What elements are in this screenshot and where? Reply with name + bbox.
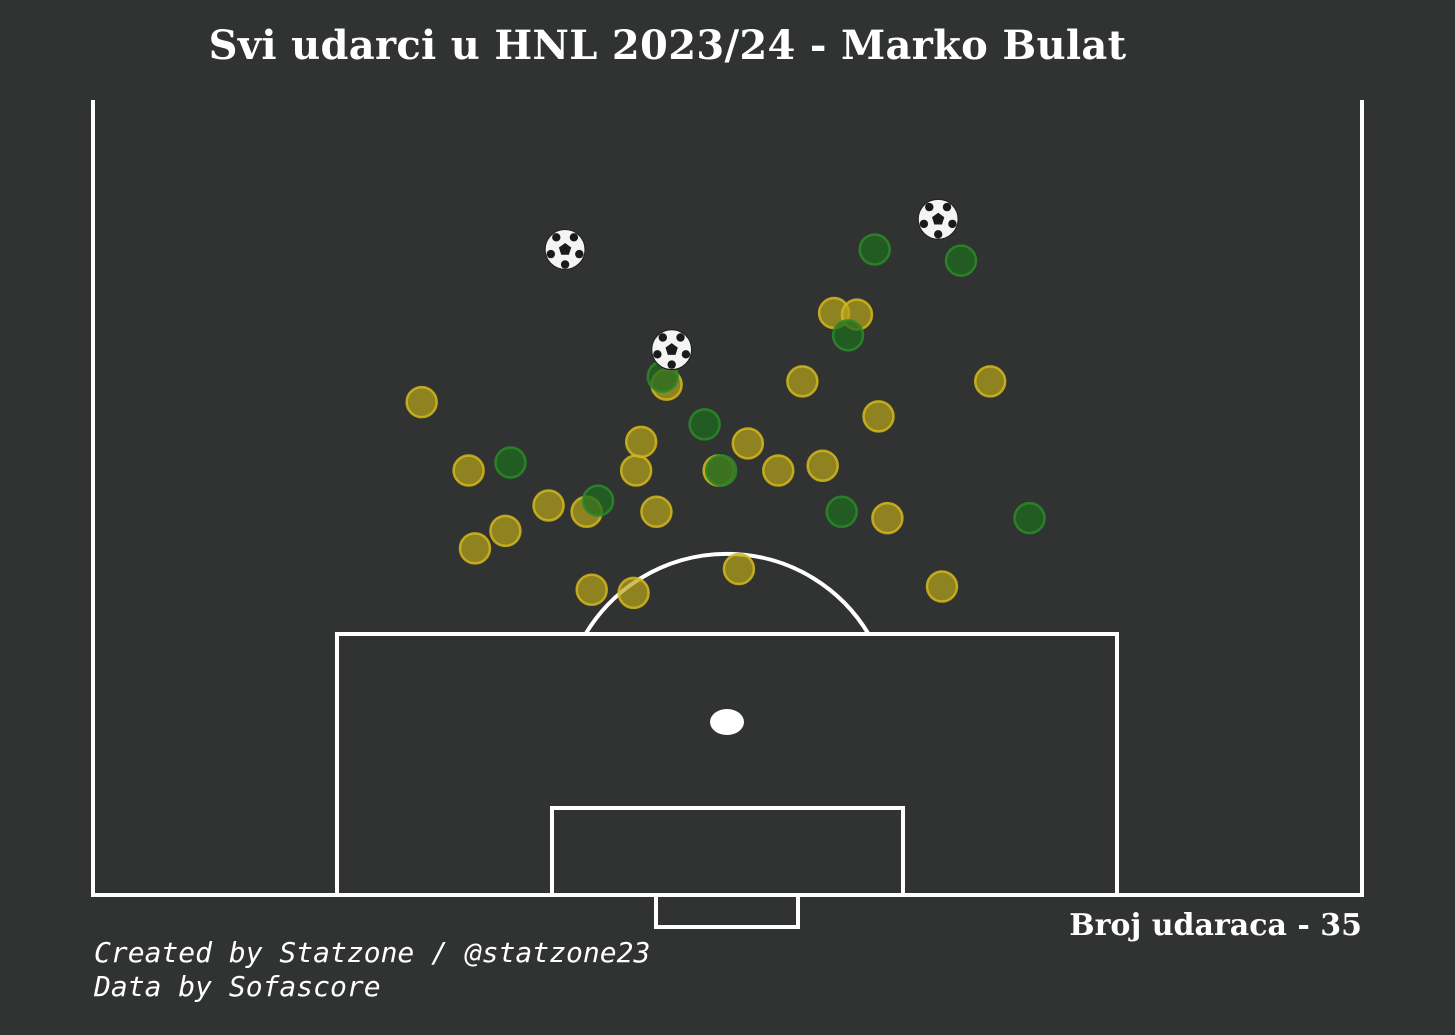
shot-off-target-marker: [624, 425, 658, 459]
shot-off-target-marker: [619, 454, 653, 487]
shot-off-target-marker: [731, 427, 765, 460]
shot-blocked-marker: [944, 244, 978, 277]
shot-off-target-marker: [925, 570, 959, 603]
credits-author: Created by Statzone / @statzone23: [94, 936, 651, 969]
shot-off-target-marker: [458, 532, 492, 565]
pitch-lines: [91, 100, 1364, 929]
goal: [654, 893, 800, 929]
chart-title: Svi udarci u HNL 2023/24 - Marko Bulat: [208, 22, 1127, 69]
shot-off-target-marker: [862, 400, 895, 433]
shot-off-target-marker: [489, 514, 522, 548]
shot-off-target-marker: [575, 573, 608, 606]
shot-blocked-marker: [831, 319, 865, 352]
penalty-area: [335, 632, 1119, 897]
shot-off-target-marker: [973, 365, 1007, 398]
six-yard-box: [550, 806, 905, 897]
shot-off-target-marker: [405, 385, 438, 419]
shot-off-target-marker: [640, 495, 673, 529]
shot-count: Broj udaraca - 35: [1069, 908, 1362, 943]
credits-source: Data by Sofascore: [94, 970, 381, 1003]
shot-goal-marker: [544, 228, 586, 271]
shot-off-target-marker: [871, 501, 904, 535]
penalty-spot: [710, 709, 744, 735]
shot-blocked-marker: [858, 233, 891, 266]
shot-off-target-marker: [762, 454, 795, 487]
shot-off-target-marker: [806, 449, 839, 482]
shot-off-target-marker: [722, 552, 756, 586]
shot-blocked-marker: [825, 495, 858, 529]
shot-blocked-marker: [688, 408, 721, 441]
shot-goal-marker: [917, 198, 959, 240]
penalty-arc: [583, 551, 871, 636]
shot-blocked-marker: [1013, 501, 1046, 535]
shot-blocked-marker: [704, 454, 738, 487]
shots-layer: [405, 198, 1046, 610]
shot-goal-marker: [651, 329, 693, 371]
shot-off-target-marker: [452, 454, 485, 487]
shot-off-target-marker: [532, 489, 565, 522]
shot-blocked-marker: [581, 484, 615, 517]
shot-blocked-marker: [494, 446, 527, 479]
shot-off-target-marker: [617, 576, 650, 610]
shot-off-target-marker: [786, 365, 819, 398]
touchline-and-goal-line: [91, 100, 1364, 897]
credits: Created by Statzone / @statzone23 Data b…: [94, 936, 650, 1004]
